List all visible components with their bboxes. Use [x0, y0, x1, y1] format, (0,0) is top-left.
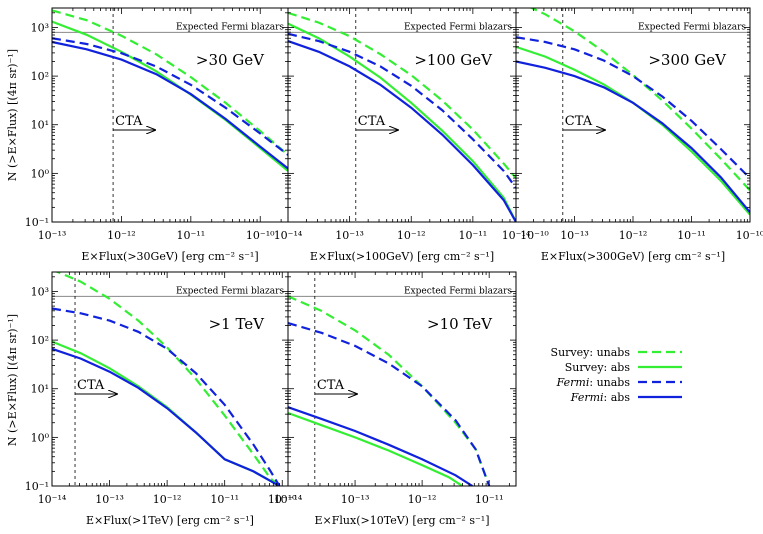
x-tick-label: 10⁻¹⁰ [736, 229, 763, 242]
cta-label: CTA [115, 114, 143, 129]
panel-label: >30 GeV [196, 51, 265, 69]
y-tick-label: 10⁻¹ [25, 216, 49, 229]
expected-fermi-label: Expected Fermi blazars [404, 22, 512, 32]
panel-4: Expected Fermi blazars CTA >10 TeV 10⁻¹⁴ 10⁻… [274, 271, 517, 527]
cta-label: CTA [77, 378, 105, 393]
y-tick-label: 10³ [31, 285, 49, 298]
series-line-survey-abs [288, 411, 464, 486]
x-tick-label: 10⁻¹¹ [677, 229, 706, 242]
x-tick-label: 10⁻¹¹ [459, 229, 488, 242]
series-line-fermi-unabs [288, 322, 491, 486]
panel-label: >100 GeV [414, 51, 493, 69]
x-tick-label: 10⁻¹³ [560, 229, 589, 242]
series-line-fermi-abs [52, 347, 280, 486]
x-tick-label: 10⁻¹⁰ [520, 229, 549, 242]
series-line-fermi-unabs [52, 37, 288, 156]
x-tick-label: 10⁻¹¹ [475, 493, 504, 506]
series-line-fermi-unabs [288, 32, 516, 189]
y-tick-label: 10³ [31, 21, 49, 34]
cta-label: CTA [565, 114, 593, 129]
y-axis-label-bottom: N (>E×Flux) [(4π sr)⁻¹] [6, 314, 19, 446]
x-tick-label: 10⁻¹² [153, 493, 182, 506]
series-line-survey-abs [52, 340, 280, 486]
y-tick-label: 10⁰ [31, 167, 50, 180]
series-line-survey-unabs [52, 9, 288, 156]
series-line-fermi-abs [516, 60, 750, 214]
panel-label: >10 TeV [427, 315, 493, 333]
legend-label: Fermi: abs [570, 391, 631, 404]
legend-label: Survey: unabs [551, 346, 631, 359]
x-tick-label: 10⁻¹³ [95, 493, 124, 506]
x-tick-label: 10⁻¹³ [38, 229, 67, 242]
legend-label: Survey: abs [565, 361, 631, 374]
x-tick-label: 10⁻¹⁴ [274, 493, 303, 506]
series-line-survey-abs [516, 45, 750, 216]
expected-fermi-label: Expected Fermi blazars [404, 286, 512, 296]
y-tick-label: 10⁻¹ [25, 480, 49, 493]
x-axis-label: E×Flux(>300GeV) [erg cm⁻² s⁻¹] [541, 250, 725, 263]
y-tick-label: 10⁰ [31, 431, 50, 444]
x-tick-label: 10⁻¹⁰ [268, 493, 297, 506]
x-tick-label: 10⁻¹⁰ [246, 229, 275, 242]
y-tick-label: 10¹ [31, 383, 49, 396]
expected-fermi-label: Expected Fermi blazars [638, 22, 746, 32]
x-axis-label: E×Flux(>1TeV) [erg cm⁻² s⁻¹] [86, 514, 254, 527]
series-line-fermi-abs [288, 40, 516, 222]
series-line-fermi-abs [288, 406, 473, 486]
x-tick-label: 10⁻¹² [408, 493, 437, 506]
plot-frame [515, 7, 751, 223]
x-tick-label: 10⁻¹² [107, 229, 136, 242]
cta-label: CTA [317, 378, 345, 393]
legend-label: Fermi: unabs [556, 376, 631, 389]
x-axis-label: E×Flux(>10TeV) [erg cm⁻² s⁻¹] [315, 514, 490, 527]
y-tick-label: 10² [31, 70, 49, 83]
x-tick-label: 10⁻¹⁴ [38, 493, 67, 506]
x-axis-label: E×Flux(>100GeV) [erg cm⁻² s⁻¹] [310, 250, 494, 263]
x-tick-label: 10⁻¹³ [341, 493, 370, 506]
x-tick-label: 10⁻¹¹ [210, 493, 239, 506]
plot-frame [51, 7, 289, 223]
x-tick-label: 10⁻¹⁴ [502, 229, 531, 242]
y-axis-label-top: N (>E×Flux) [(4π sr)⁻¹] [6, 49, 19, 181]
panel-label: >300 GeV [648, 51, 727, 69]
y-tick-label: 10² [31, 334, 49, 347]
series-line-survey-unabs [288, 11, 516, 179]
expected-fermi-label: Expected Fermi blazars [176, 22, 284, 32]
x-tick-label: 10⁻¹³ [335, 229, 364, 242]
series-line-fermi-abs [52, 40, 288, 170]
series-line-fermi-unabs [52, 307, 281, 486]
series-line-survey-unabs [54, 272, 281, 486]
expected-fermi-label: Expected Fermi blazars [176, 286, 284, 296]
x-tick-label: 10⁻¹¹ [177, 229, 206, 242]
x-tick-label: 10⁻¹² [397, 229, 426, 242]
series-line-fermi-unabs [516, 36, 750, 179]
x-axis-label: E×Flux(>30GeV) [erg cm⁻² s⁻¹] [81, 250, 258, 263]
series-line-survey-unabs [529, 8, 750, 192]
x-tick-label: 10⁻¹² [619, 229, 648, 242]
x-tick-label: 10⁻¹⁴ [274, 229, 303, 242]
panel-label: >1 TeV [209, 315, 266, 333]
legend: Survey: unabs Survey: abs Fermi: unabs Ferm… [551, 346, 682, 404]
cta-label: CTA [358, 114, 386, 129]
y-tick-label: 10¹ [31, 119, 49, 132]
